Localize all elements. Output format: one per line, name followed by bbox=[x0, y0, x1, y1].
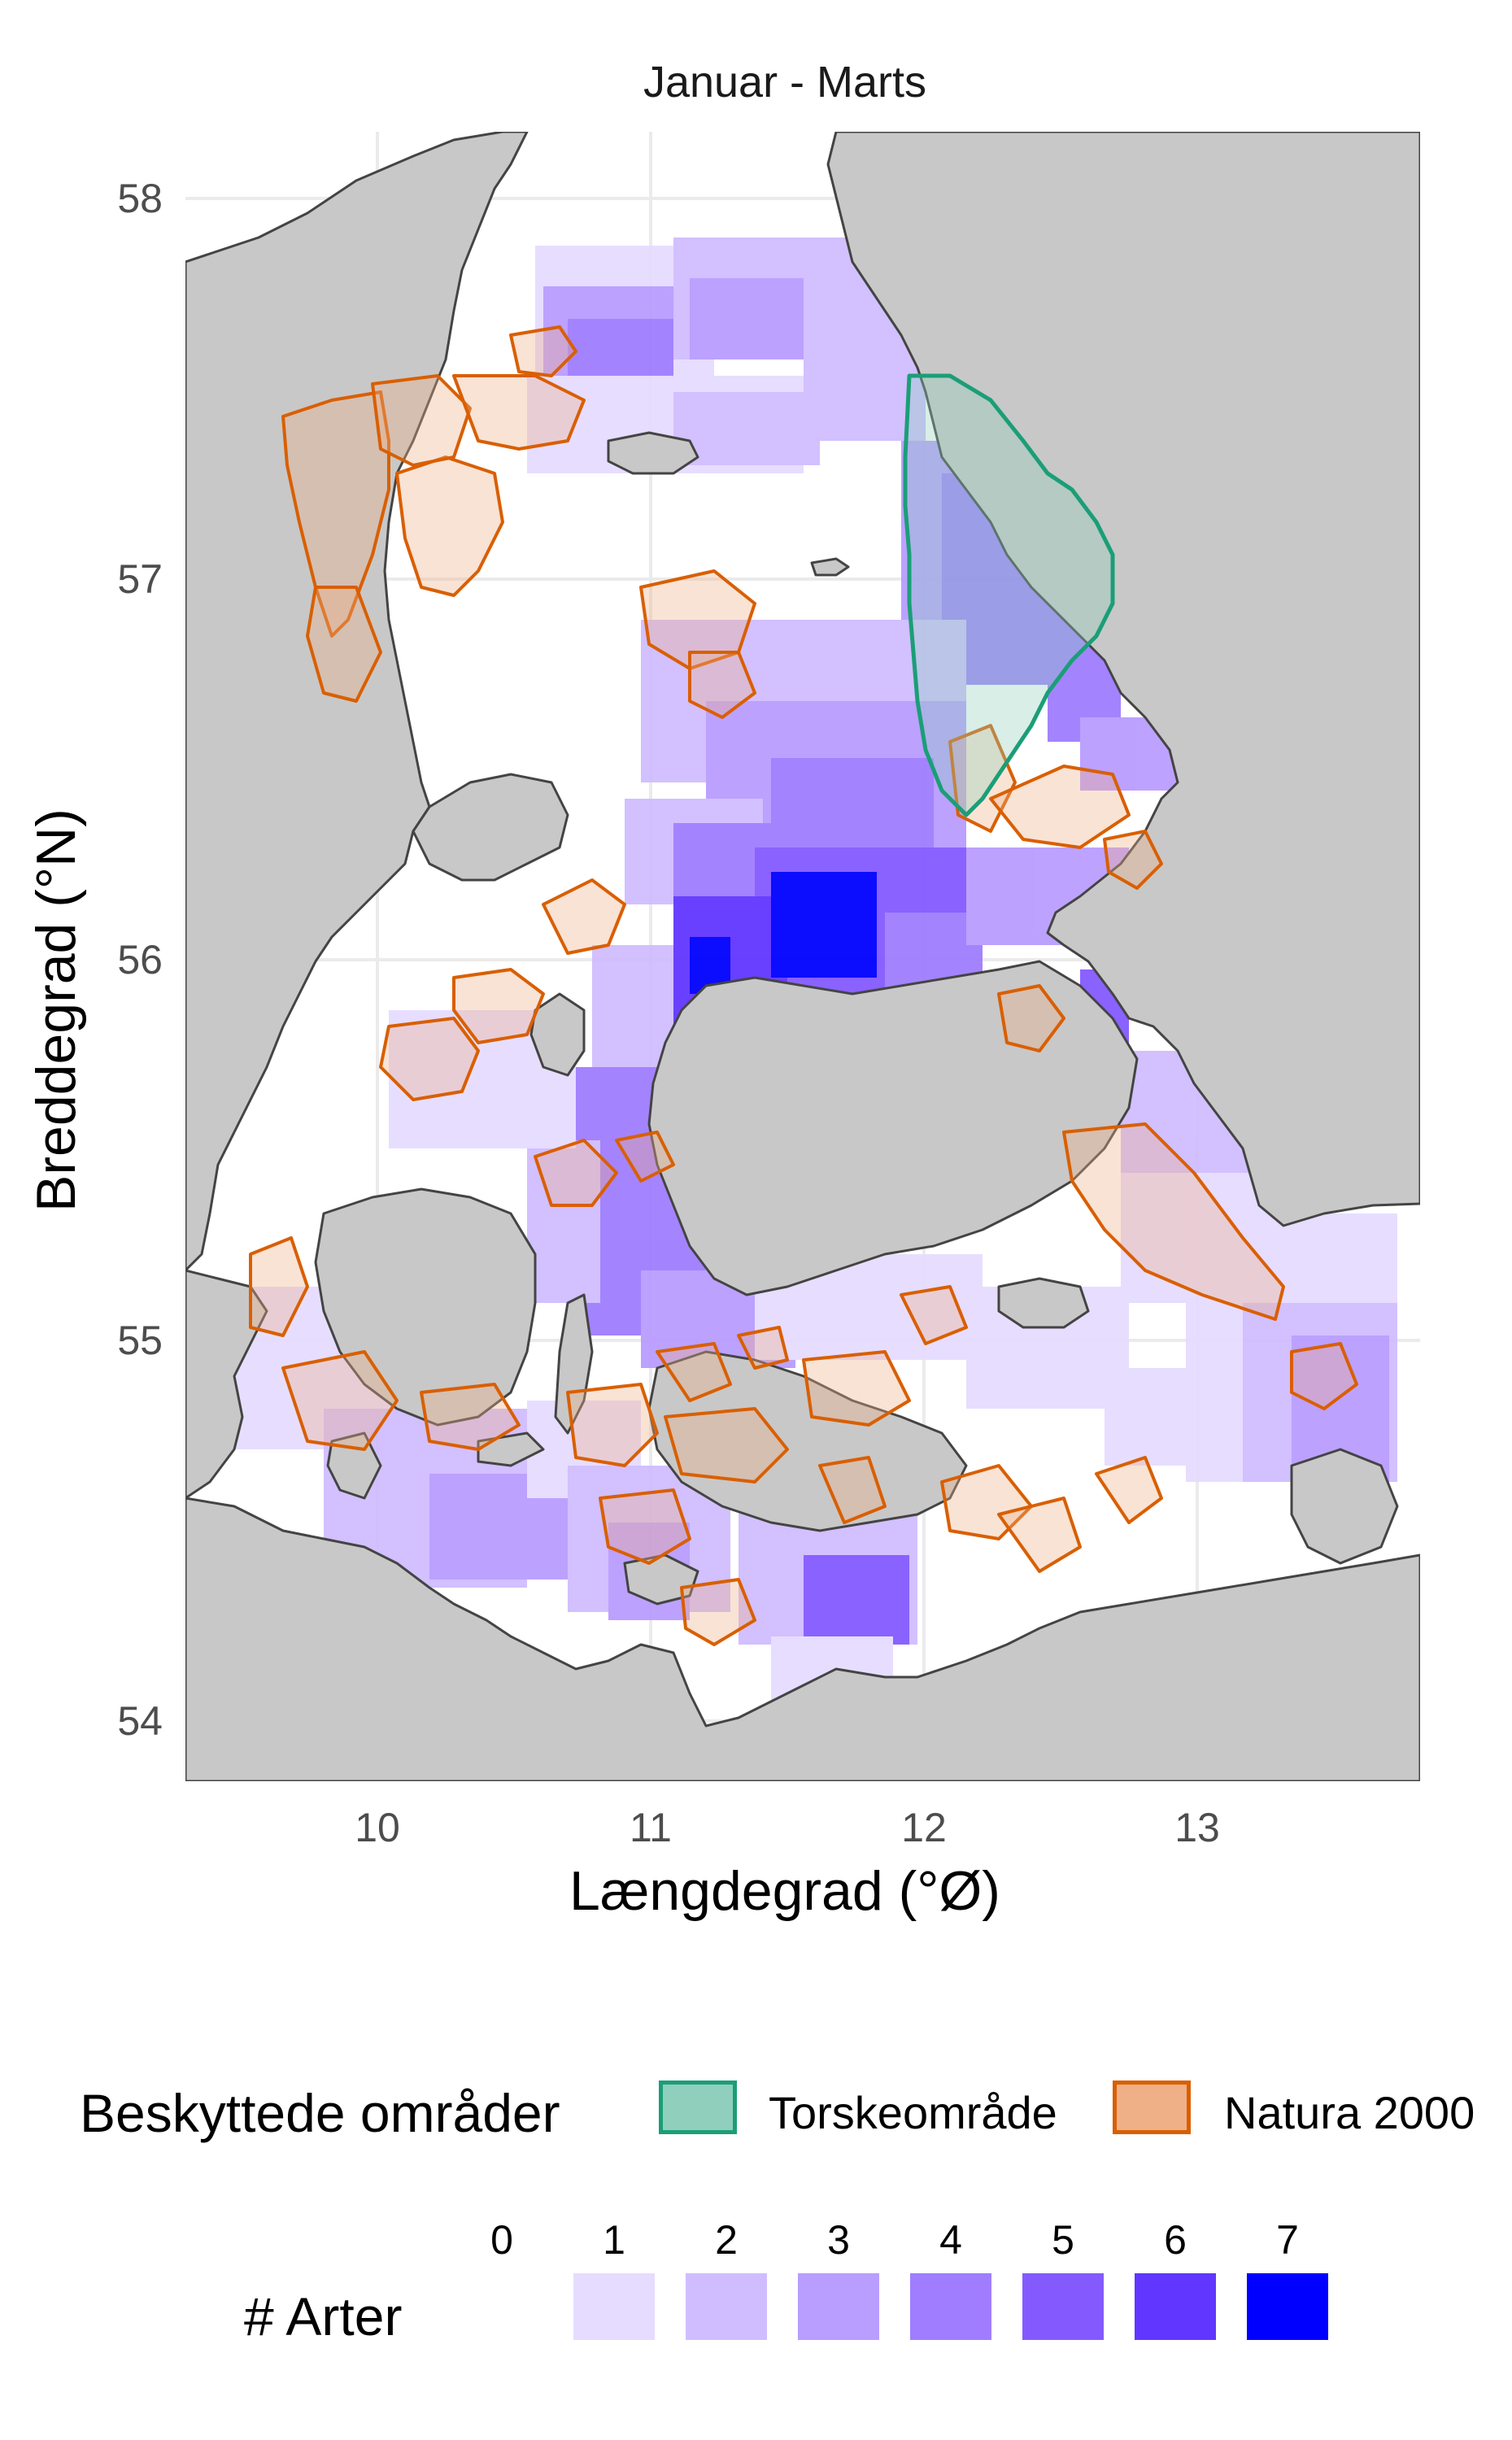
schleswig-landmass bbox=[185, 1269, 268, 1500]
x-tick-11: 11 bbox=[630, 1805, 672, 1850]
species-scale-label-2: 2 bbox=[715, 2217, 738, 2263]
species-scale-label-5: 5 bbox=[1052, 2217, 1074, 2263]
anholt-island bbox=[810, 557, 850, 577]
species-scale-label-7: 7 bbox=[1276, 2217, 1299, 2263]
y-axis-label: Breddegrad (°N) bbox=[25, 808, 87, 1212]
map-panel bbox=[185, 132, 1420, 1781]
funen-island bbox=[314, 1187, 537, 1427]
langeland-island bbox=[554, 1293, 594, 1435]
species-scale-swatch-7 bbox=[1247, 2273, 1328, 2340]
legend-label-natura2000: Natura 2000 bbox=[1224, 2087, 1475, 2138]
species-scale-swatch-5 bbox=[1022, 2273, 1104, 2340]
ruegen-island bbox=[1290, 1448, 1399, 1565]
sweden-landmass bbox=[826, 132, 1420, 1227]
species-scale-label-3: 3 bbox=[827, 2217, 850, 2263]
species-scale-swatch-2 bbox=[686, 2273, 767, 2340]
cod-protection-area bbox=[903, 373, 1115, 817]
legend-key-cod-area bbox=[659, 2081, 737, 2134]
species-scale-label-0: 0 bbox=[490, 2217, 513, 2263]
x-tick-10: 10 bbox=[355, 1805, 400, 1850]
x-axis-label: Længdegrad (°Ø) bbox=[569, 1860, 1000, 1922]
y-tick-55: 55 bbox=[117, 1318, 163, 1363]
species-scale-swatch-1 bbox=[573, 2273, 655, 2340]
als-island bbox=[326, 1431, 382, 1500]
germany-landmass bbox=[185, 1497, 1420, 1781]
species-scale-label-4: 4 bbox=[939, 2217, 962, 2263]
species-scale-swatch-6 bbox=[1135, 2273, 1216, 2340]
djursland bbox=[412, 773, 569, 882]
map-title: Januar - Marts bbox=[643, 58, 927, 107]
y-tick-56: 56 bbox=[117, 937, 163, 983]
legend-label-cod-area: Torskeområde bbox=[769, 2087, 1057, 2138]
moen-island bbox=[997, 1277, 1090, 1329]
legend-key-natura2000 bbox=[1113, 2081, 1191, 2134]
protected-legend-title: Beskyttede områder bbox=[80, 2083, 560, 2143]
natura2000-areas bbox=[249, 325, 1358, 1646]
species-scale-label-1: 1 bbox=[603, 2217, 625, 2263]
y-tick-54: 54 bbox=[117, 1698, 163, 1744]
y-tick-58: 58 bbox=[117, 176, 163, 221]
samsoe-island bbox=[529, 992, 586, 1077]
x-tick-13: 13 bbox=[1174, 1805, 1220, 1850]
species-scale-swatch-4 bbox=[910, 2273, 991, 2340]
y-tick-57: 57 bbox=[117, 556, 163, 602]
species-scale-swatch-3 bbox=[798, 2273, 879, 2340]
species-legend-title: # Arter bbox=[244, 2286, 403, 2346]
species-scale-label-6: 6 bbox=[1164, 2217, 1187, 2263]
lolland-island bbox=[647, 1350, 968, 1532]
laesoe-island bbox=[607, 431, 699, 475]
x-tick-12: 12 bbox=[901, 1805, 947, 1850]
